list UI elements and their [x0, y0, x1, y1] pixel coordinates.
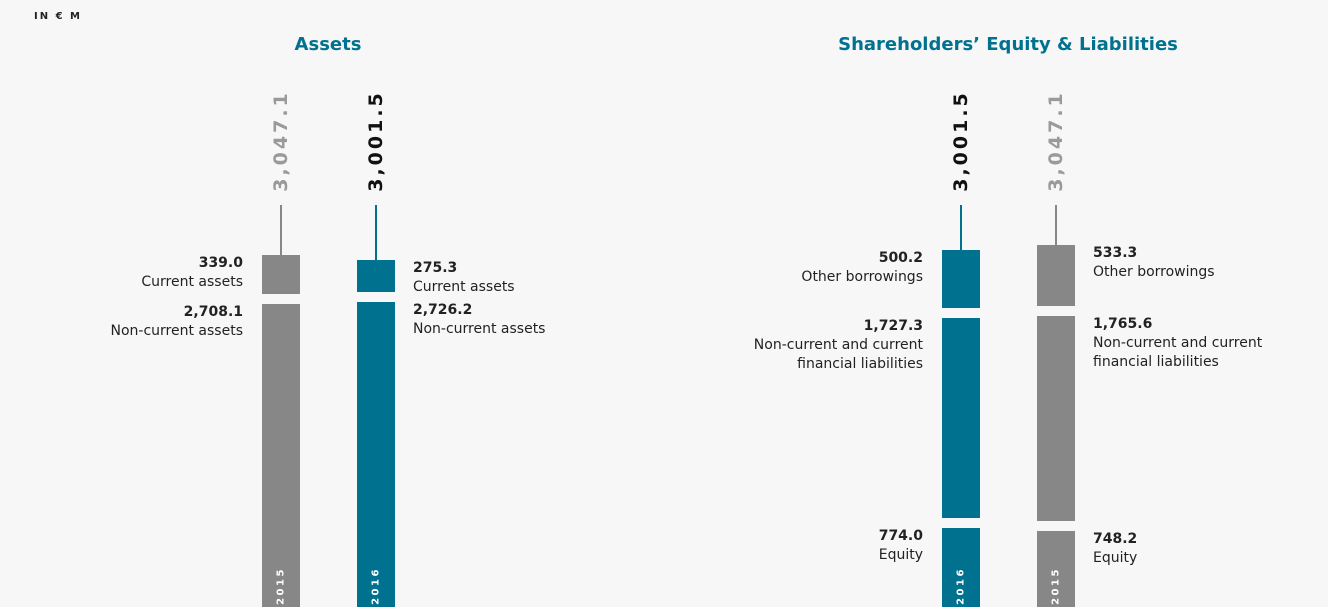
segment-value: 748.2 [1093, 531, 1138, 548]
segment-name: Other borrowings [801, 268, 923, 285]
segment-label: 2,708.1 Non-current assets [53, 303, 243, 341]
bar-segment [1037, 244, 1075, 307]
segment-label: 275.3 Current assets [413, 259, 603, 297]
total-stem [960, 205, 962, 250]
bar-segment [942, 249, 980, 308]
total-stem [375, 205, 377, 260]
segment-value: 2,726.2 [413, 301, 473, 318]
segment-name: Current assets [413, 278, 515, 295]
total-label: 3,001.5 [365, 90, 387, 192]
year-label: 2015 [1050, 567, 1062, 605]
bar-segment [262, 303, 300, 607]
segment-name: Current assets [141, 273, 243, 290]
total-stem [280, 205, 282, 255]
segment-value: 339.0 [198, 254, 243, 271]
bar-segment [1037, 316, 1075, 522]
segment-name: Non-current and current financial liabil… [753, 336, 923, 372]
segment-name: Non-current and current financial liabil… [1093, 335, 1263, 371]
segment-label: 774.0 Equity [733, 527, 923, 565]
total-stem [1055, 205, 1057, 245]
bar-segment [942, 528, 980, 607]
segment-value: 1,765.6 [1093, 316, 1153, 333]
segment-name: Non-current assets [110, 322, 243, 339]
segment-name: Equity [878, 547, 923, 564]
year-label: 2016 [370, 567, 382, 605]
unit-label: IN € M [34, 11, 82, 22]
bar-segment [1037, 531, 1075, 607]
segment-value: 533.3 [1093, 244, 1138, 261]
segment-label: 533.3 Other borrowings [1093, 244, 1283, 282]
segment-value: 1,727.3 [863, 317, 923, 334]
chart-title: Assets [294, 34, 362, 55]
segment-value: 275.3 [413, 259, 458, 276]
year-label: 2015 [275, 567, 287, 605]
bar-segment [357, 259, 395, 292]
segment-label: 1,765.6 Non-current and current financial… [1093, 315, 1283, 372]
segment-label: 1,727.3 Non-current and current financial… [733, 317, 923, 374]
total-label: 3,001.5 [950, 90, 972, 192]
year-label: 2016 [955, 567, 967, 605]
segment-value: 2,708.1 [183, 303, 243, 320]
bar-segment [262, 254, 300, 294]
segment-label: 500.2 Other borrowings [733, 249, 923, 287]
total-label: 3,047.1 [1045, 90, 1067, 192]
segment-name: Other borrowings [1093, 263, 1215, 280]
chart-title: Shareholders’ Equity & Liabilities [838, 34, 1178, 55]
segment-name: Equity [1093, 550, 1138, 567]
segment-name: Non-current assets [413, 320, 546, 337]
segment-label: 748.2 Equity [1093, 530, 1283, 568]
segment-value: 500.2 [878, 249, 923, 266]
segment-value: 774.0 [878, 528, 923, 545]
total-label: 3,047.1 [270, 90, 292, 192]
bar-segment [942, 317, 980, 519]
segment-label: 339.0 Current assets [53, 254, 243, 292]
bar-segment [357, 301, 395, 607]
segment-label: 2,726.2 Non-current assets [413, 301, 603, 339]
